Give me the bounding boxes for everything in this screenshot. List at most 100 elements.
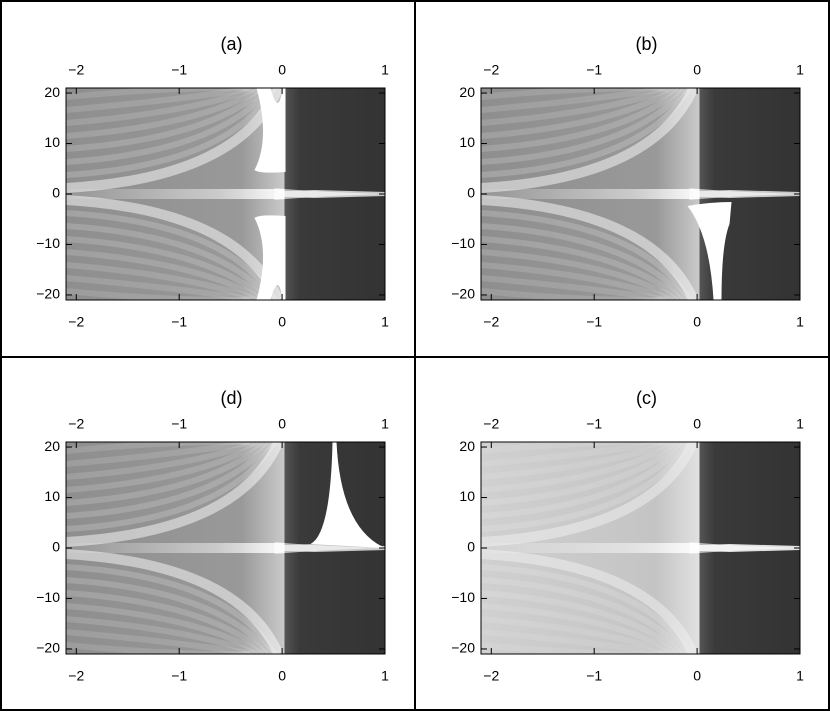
y-tick-label: 10: [459, 134, 475, 150]
density-band: [66, 629, 255, 654]
density-band: [66, 88, 265, 139]
y-tick-label: 20: [459, 438, 475, 454]
x-tick-label: −1: [586, 668, 602, 684]
y-tick-label: 20: [44, 438, 60, 454]
density-band: [481, 442, 680, 493]
density-band: [481, 442, 699, 547]
density-band: [481, 88, 675, 126]
density-dark: [699, 88, 800, 300]
density-band: [640, 651, 662, 654]
density-image: [66, 442, 385, 654]
density-strip: [66, 543, 285, 553]
x-tick-label: 1: [796, 668, 804, 684]
density-band: [66, 223, 273, 300]
density-strip: [66, 189, 285, 199]
density-band: [481, 88, 666, 100]
x-tick-label: −1: [171, 668, 187, 684]
density-band: [481, 442, 666, 454]
x-tick-label: 0: [693, 668, 701, 684]
x-tick-label-top: −1: [171, 416, 187, 432]
density-band: [66, 442, 255, 467]
density-band: [66, 577, 273, 654]
density-band: [481, 616, 675, 654]
chart-title: (d): [221, 388, 243, 408]
y-tick-label: −20: [451, 286, 475, 302]
x-tick-label: 1: [381, 314, 389, 330]
density-strip: [481, 189, 700, 199]
density-image: [66, 88, 385, 300]
y-tick-label: 10: [459, 488, 475, 504]
density-band: [66, 442, 260, 480]
density-band: [481, 236, 684, 300]
density-band: [66, 88, 269, 152]
density-band: [481, 88, 693, 178]
density-band: [481, 210, 693, 300]
x-tick-label-top: 1: [381, 416, 389, 432]
density-band: [225, 297, 247, 300]
x-tick-label-top: −2: [483, 62, 499, 78]
y-tick-label: 0: [52, 539, 60, 555]
density-band: [66, 236, 269, 300]
density-band: [66, 442, 251, 454]
x-tick-label-top: 1: [796, 62, 804, 78]
density-band: [481, 629, 670, 654]
x-tick-label: −2: [483, 314, 499, 330]
y-tick-label: 20: [459, 84, 475, 100]
density-band: [481, 564, 693, 654]
density-band: [481, 88, 688, 165]
density-white: [310, 442, 385, 548]
x-tick-label: 0: [278, 668, 286, 684]
y-tick-label: −20: [36, 286, 60, 302]
x-tick-label: −1: [171, 314, 187, 330]
density-band: [640, 88, 662, 91]
density-band: [66, 442, 278, 532]
density-band: [481, 288, 666, 300]
density-band: [481, 88, 684, 152]
y-tick-label: 0: [467, 539, 475, 555]
density-image: [481, 442, 800, 654]
density-white: [254, 88, 286, 173]
density-band: [481, 549, 699, 654]
x-tick-label-top: −1: [586, 62, 602, 78]
x-tick-label-top: 0: [278, 416, 286, 432]
density-band: [481, 442, 693, 532]
density-band: [66, 616, 260, 654]
density-band: [481, 249, 680, 300]
density-band: [481, 442, 670, 467]
density-band: [225, 88, 247, 91]
y-tick-label: 20: [44, 84, 60, 100]
x-tick-label-top: 0: [693, 62, 701, 78]
density-band: [481, 442, 688, 519]
density-band: [66, 564, 278, 654]
density-band: [66, 603, 265, 654]
y-tick-label: 0: [52, 185, 60, 201]
density-dark: [284, 88, 385, 300]
density-band: [66, 88, 251, 100]
x-tick-label: 1: [381, 668, 389, 684]
density-dark: [284, 442, 385, 654]
y-tick-label: −10: [36, 235, 60, 251]
density-band: [481, 262, 675, 300]
y-tick-label: 10: [44, 134, 60, 150]
density-band: [481, 88, 670, 113]
density-band: [66, 288, 251, 300]
density-strip: [481, 543, 700, 553]
density-white: [254, 215, 286, 300]
density-band: [66, 442, 284, 547]
density-band: [481, 223, 688, 300]
density-image: [481, 88, 800, 300]
density-band: [66, 88, 260, 126]
x-tick-label-top: −1: [586, 416, 602, 432]
density-dark: [699, 442, 800, 654]
x-tick-label-top: 0: [278, 62, 286, 78]
x-tick-label-top: −2: [68, 62, 84, 78]
density-band: [66, 275, 255, 300]
x-tick-label: 0: [693, 314, 701, 330]
density-white: [687, 202, 732, 300]
x-tick-label: 0: [278, 314, 286, 330]
x-tick-label: 1: [796, 314, 804, 330]
density-band: [225, 651, 247, 654]
